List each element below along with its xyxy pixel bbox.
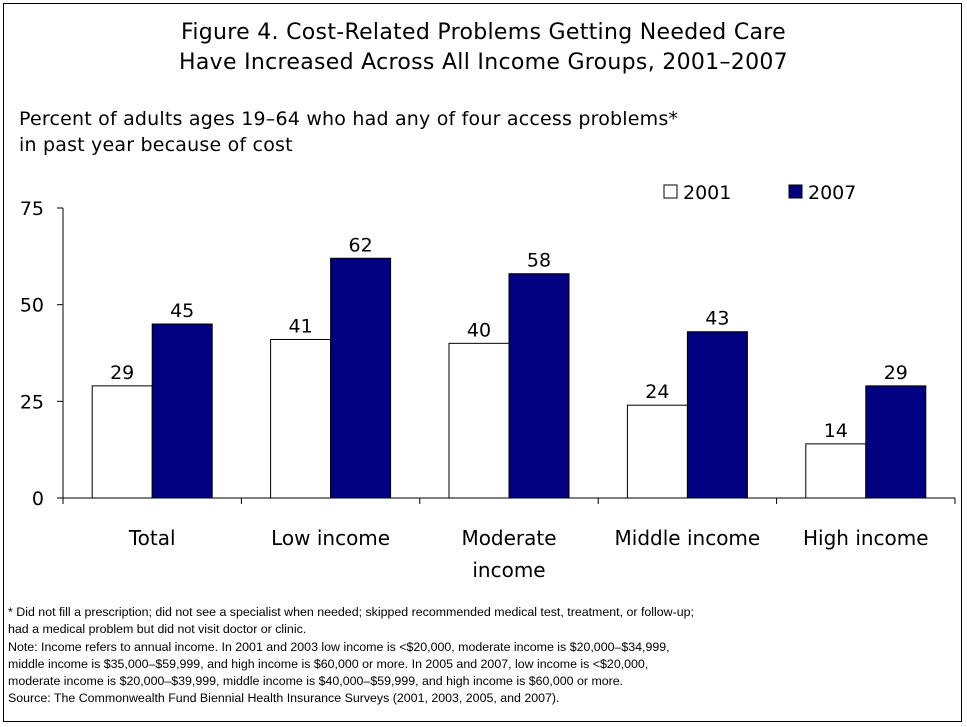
y-tick-label: 50: [20, 295, 44, 317]
data-label: 58: [527, 250, 551, 272]
bar-chart: 0 25 50 75 29 45 Total 41 62 Low income 40 58 Modera…: [20, 182, 956, 582]
data-label: 29: [110, 362, 134, 384]
chart-subtitle-line-1: Percent of adults ages 19–64 who had any…: [19, 108, 679, 130]
legend-label: 2001: [683, 182, 731, 204]
chart-title-line-2: Have Increased Across All Income Groups,…: [179, 50, 788, 75]
bar-2001: [448, 342, 510, 499]
bar-2007: [508, 273, 570, 499]
footnote-line: moderate income is $20,000–$39,999, midd…: [8, 674, 624, 689]
data-label: 40: [467, 319, 491, 341]
bar-2001: [270, 338, 332, 499]
footnote-line: Source: The Commonwealth Fund Biennial H…: [8, 691, 560, 706]
x-category-label: Low income: [271, 526, 390, 550]
data-label: 41: [289, 315, 313, 337]
x-category-label: Middle income: [615, 526, 761, 550]
data-label: 45: [170, 300, 194, 322]
footnotes: * Did not fill a prescription; did not s…: [8, 604, 958, 708]
y-tick-label: 25: [20, 391, 44, 413]
bar-2007: [151, 323, 213, 499]
data-label: 24: [645, 381, 669, 403]
figure-frame: [3, 3, 962, 722]
legend-swatch-2007: [788, 184, 803, 199]
legend-swatch-2001: [663, 184, 678, 199]
chart-title-line-1: Figure 4. Cost-Related Problems Getting …: [180, 20, 786, 45]
bar-2007: [686, 331, 748, 499]
data-label: 62: [349, 234, 373, 256]
footnote-line: middle income is $35,000–$59,999, and hi…: [8, 656, 649, 671]
footnote-line: * Did not fill a prescription; did not s…: [8, 605, 694, 619]
bar-2001: [626, 404, 688, 499]
x-category-label: High income: [803, 526, 929, 550]
legend-label: 2007: [808, 182, 856, 204]
data-label: 14: [824, 420, 848, 442]
bar-2001: [805, 443, 867, 499]
bar-2007: [330, 257, 392, 499]
data-label: 29: [884, 362, 908, 384]
x-category-label: Moderate: [461, 526, 556, 550]
chart-subtitle-line-2: in past year because of cost: [19, 134, 293, 156]
y-tick-label: 0: [32, 488, 44, 510]
y-tick-label: 75: [20, 198, 44, 220]
bar-2001: [91, 385, 153, 499]
footnote-line: had a medical problem but did not visit …: [8, 622, 307, 637]
data-label: 43: [705, 308, 729, 330]
x-category-label: income: [472, 558, 545, 582]
footnote-line: Note: Income refers to annual income. In…: [8, 639, 670, 654]
bar-2007: [865, 385, 927, 499]
x-category-label: Total: [128, 526, 176, 550]
